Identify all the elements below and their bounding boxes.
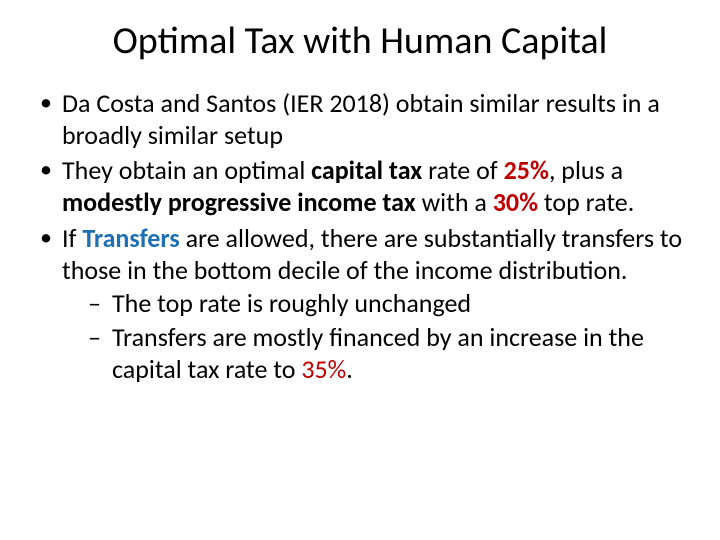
sub-item-2: Transfers are mostly financed by an incr… — [88, 322, 684, 385]
b3-transfers: Transfers — [82, 222, 179, 254]
sub-item-1: The top rate is roughly unchanged — [88, 288, 684, 320]
bullet-item-3: If Transfers are allowed, there are subs… — [36, 223, 684, 386]
b2-seg7: with a — [416, 186, 493, 218]
sub1-text: The top rate is roughly unchanged — [112, 287, 471, 319]
bullet-item-1: Da Costa and Santos (IER 2018) obtain si… — [36, 88, 684, 151]
b2-rate-30: 30% — [493, 186, 538, 218]
b3-seg1: If — [62, 222, 82, 254]
b2-capital-tax: capital tax — [311, 154, 422, 186]
b2-seg3: rate of — [422, 154, 503, 186]
bullet-list: Da Costa and Santos (IER 2018) obtain si… — [36, 88, 684, 385]
b2-seg1: They obtain an optimal — [62, 154, 311, 186]
sub2-seg1: Transfers are mostly financed by an incr… — [112, 321, 644, 385]
sub2-seg3: . — [346, 353, 353, 385]
sub-bullet-list: The top rate is roughly unchanged Transf… — [62, 288, 684, 385]
bullet-1-text: Da Costa and Santos (IER 2018) obtain si… — [62, 87, 660, 151]
b2-rate-25: 25% — [504, 154, 549, 186]
b2-seg5: , plus a — [549, 154, 623, 186]
sub2-rate-35: 35% — [301, 353, 346, 385]
bullet-item-2: They obtain an optimal capital tax rate … — [36, 155, 684, 218]
b2-seg9: top rate. — [538, 186, 634, 218]
b2-progressive-income-tax: modestly progressive income tax — [62, 186, 416, 218]
slide-title: Optimal Tax with Human Capital — [36, 18, 684, 64]
